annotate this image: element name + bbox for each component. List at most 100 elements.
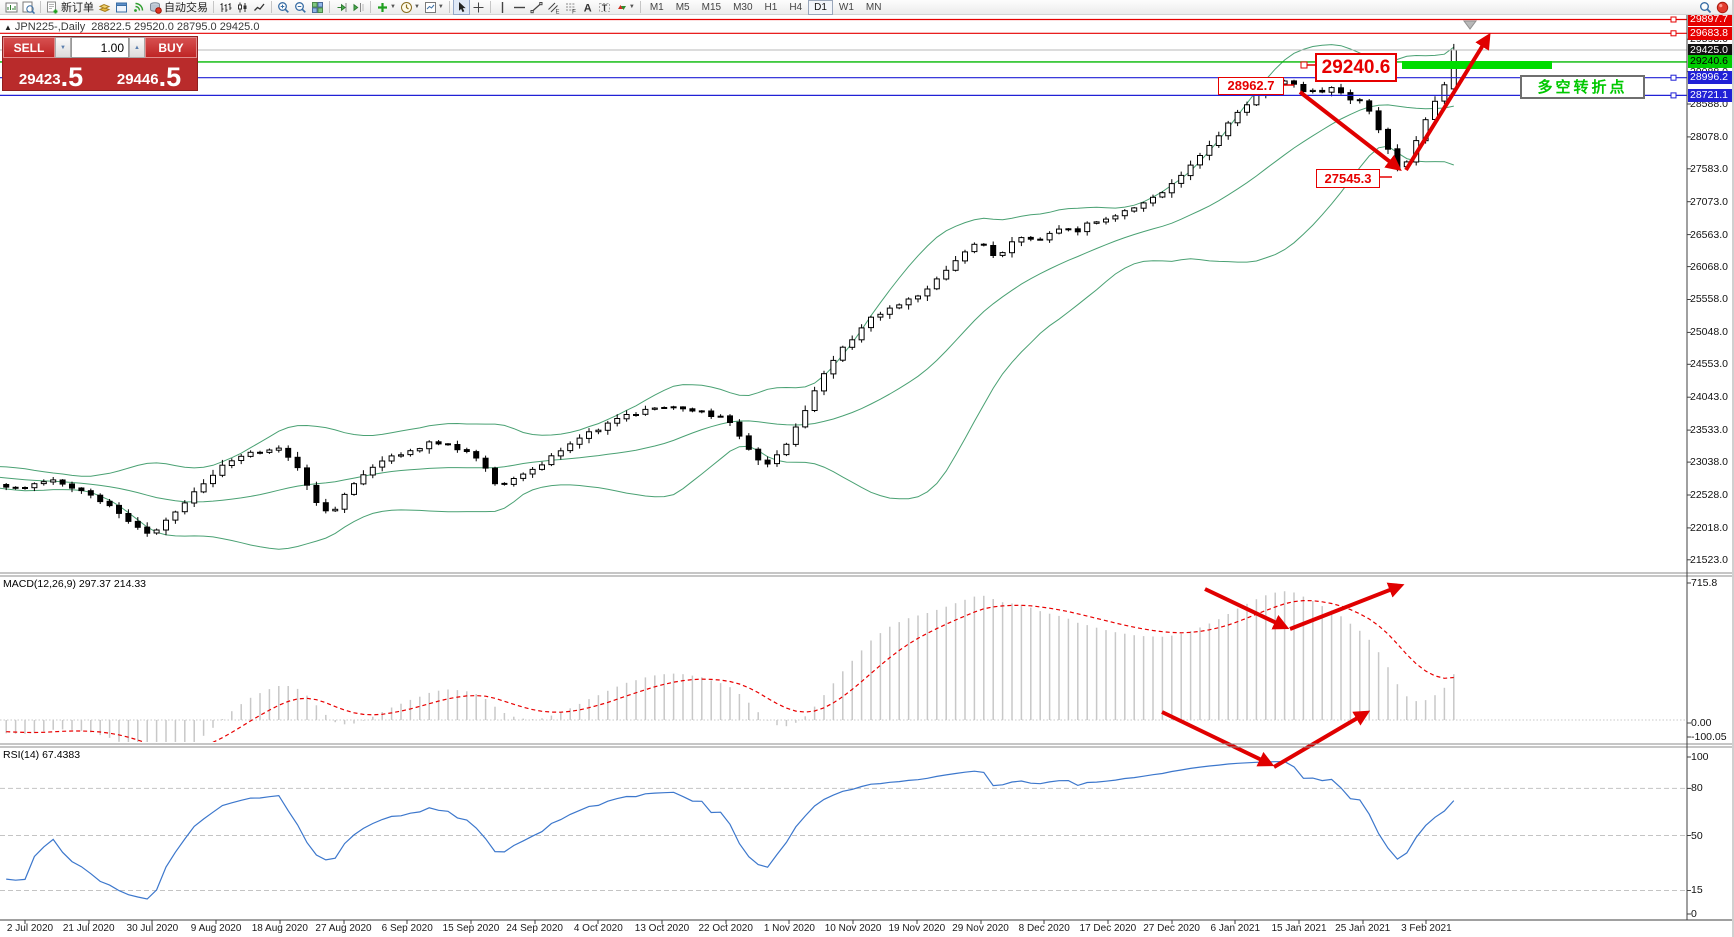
notification-icon[interactable] [1715,0,1730,14]
price-annotation-28962[interactable]: 28962.7 [1218,77,1284,95]
price-tick-25048.0: 25048.0 [1690,326,1728,338]
date-label: 30 Jul 2020 [126,923,179,934]
crosshair-icon[interactable] [471,0,486,14]
date-label: 1 Nov 2020 [763,923,815,934]
zoom-out-icon[interactable] [293,0,308,14]
rsi-down-arrow[interactable] [1161,710,1275,767]
fibonacci-icon[interactable]: F [563,0,578,14]
tile-windows-icon[interactable] [310,0,325,14]
toolbar-separator [370,1,371,13]
rsi-axis-0: 0 [1691,908,1697,920]
price-tick-24043.0: 24043.0 [1690,391,1728,403]
toolbar-separator [213,1,214,13]
macd-signal-line [6,599,1454,742]
price-label-29683.8: 29683.8 [1688,27,1732,40]
price-tick-28078.0: 28078.0 [1690,131,1728,143]
add-indicator-icon[interactable]: ▼ [375,0,397,14]
timeframe-button-m15[interactable]: M15 [701,1,722,13]
signals-icon[interactable] [131,0,146,14]
oneclick-collapse-icon[interactable]: ▲ [4,23,12,32]
autotrading-icon[interactable]: 自动交易 [148,0,209,14]
date-label: 27 Aug 2020 [315,923,372,934]
line-handle[interactable] [1670,16,1677,23]
rsi-axis-80: 80 [1691,782,1703,794]
timeframe-button-m5[interactable]: M5 [675,1,690,13]
channel-icon[interactable]: E [546,0,561,14]
auto-scroll-icon[interactable] [334,0,349,14]
line-handle[interactable] [1670,92,1677,99]
arrows-icon[interactable]: ▼ [614,0,636,14]
macd-down-arrow[interactable] [1204,587,1290,630]
annotation-anchor [1300,61,1308,69]
timeframe-button-h4[interactable]: H4 [789,1,803,13]
timeframe-button-d1[interactable]: D1 [808,0,833,15]
date-label: 27 Dec 2020 [1143,923,1200,934]
resistance-zone-bar[interactable] [1402,61,1552,69]
line-chart-icon[interactable] [252,0,267,14]
date-label: 19 Nov 2020 [888,923,946,934]
price-annotation-27545[interactable]: 27545.3 [1316,169,1380,188]
new-order-icon[interactable]: 新订单 [45,0,95,14]
macd-histogram [5,591,1455,742]
chart-preview-icon[interactable] [21,0,36,14]
volume-input[interactable]: 1.00 [71,37,129,58]
price-annotation-29240[interactable]: 29240.6 [1315,53,1397,82]
text-label-icon[interactable]: T [597,0,612,14]
date-label: 21 Jul 2020 [62,923,115,934]
line-handle[interactable] [1670,74,1677,81]
date-label: 25 Jan 2021 [1335,923,1391,934]
timeframe-button-h1[interactable]: H1 [764,1,778,13]
text-icon[interactable]: A [580,0,595,14]
volume-down-button[interactable]: ▼ [55,37,71,58]
date-label: 6 Sep 2020 [381,923,433,934]
price-down-arrow[interactable] [1298,90,1402,171]
macd-up-arrow[interactable] [1289,582,1405,631]
price-tick-23038.0: 23038.0 [1690,456,1728,468]
rsi-axis-15: 15 [1691,884,1703,896]
buy-price: 29446.5 [101,59,197,90]
timeframe-button-m1[interactable]: M1 [649,1,664,13]
turning-point-note[interactable]: 多空转折点 [1520,75,1645,99]
market-watch-icon[interactable] [114,0,129,14]
rsi-up-arrow[interactable] [1272,710,1371,769]
date-label: 13 Oct 2020 [634,923,690,934]
search-icon[interactable] [1698,0,1713,14]
vertical-line-icon[interactable] [495,0,510,14]
timeframe-button-w1[interactable]: W1 [838,1,854,13]
date-label: 24 Sep 2020 [506,923,563,934]
candlestick-chart-icon[interactable] [235,0,250,14]
timeframe-button-m30[interactable]: M30 [733,1,753,13]
buy-button[interactable]: BUY [145,37,197,58]
indicators-gold-icon[interactable] [97,0,112,14]
date-label: 18 Aug 2020 [251,923,308,934]
toolbar: 新订单 自动交易 ▼ ▼ ▼ E F A T ▼ M1 M5 M15 M30 H1 H4 D1 W1 MN [0,0,1732,15]
date-label: 10 Nov 2020 [824,923,882,934]
toolbar-separator [329,1,330,13]
price-tick-22018.0: 22018.0 [1690,522,1728,534]
trendline-icon[interactable] [529,0,544,14]
chart-shift-icon[interactable] [351,0,366,14]
timeframe-button-mn[interactable]: MN [865,1,882,13]
date-label: 4 Oct 2020 [573,923,623,934]
chart-title: ▲ JPN225-,Daily 28822.5 29520.0 28795.0 29… [4,21,259,33]
bar-chart-icon[interactable] [218,0,233,14]
price-tick-26068.0: 26068.0 [1690,261,1728,273]
new-chart-icon[interactable] [4,0,19,14]
price-tick-27583.0: 27583.0 [1690,163,1728,175]
cursor-icon[interactable] [452,0,470,15]
zoom-in-icon[interactable] [276,0,291,14]
rsi-axis-50: 50 [1691,830,1703,842]
line-handle[interactable] [1670,30,1677,37]
date-label: 8 Dec 2020 [1018,923,1070,934]
triangle-marker[interactable] [1463,20,1477,30]
sell-button[interactable]: SELL [3,37,55,58]
volume-up-button[interactable]: ▲ [129,37,145,58]
svg-text:E: E [555,9,559,14]
horizontal-line-icon[interactable] [512,0,527,14]
date-label: 15 Jan 2021 [1271,923,1327,934]
price-up-arrow[interactable] [1404,32,1491,172]
templates-icon[interactable]: ▼ [423,0,445,14]
toolbar-separator [40,1,41,13]
periods-icon[interactable]: ▼ [399,0,421,14]
